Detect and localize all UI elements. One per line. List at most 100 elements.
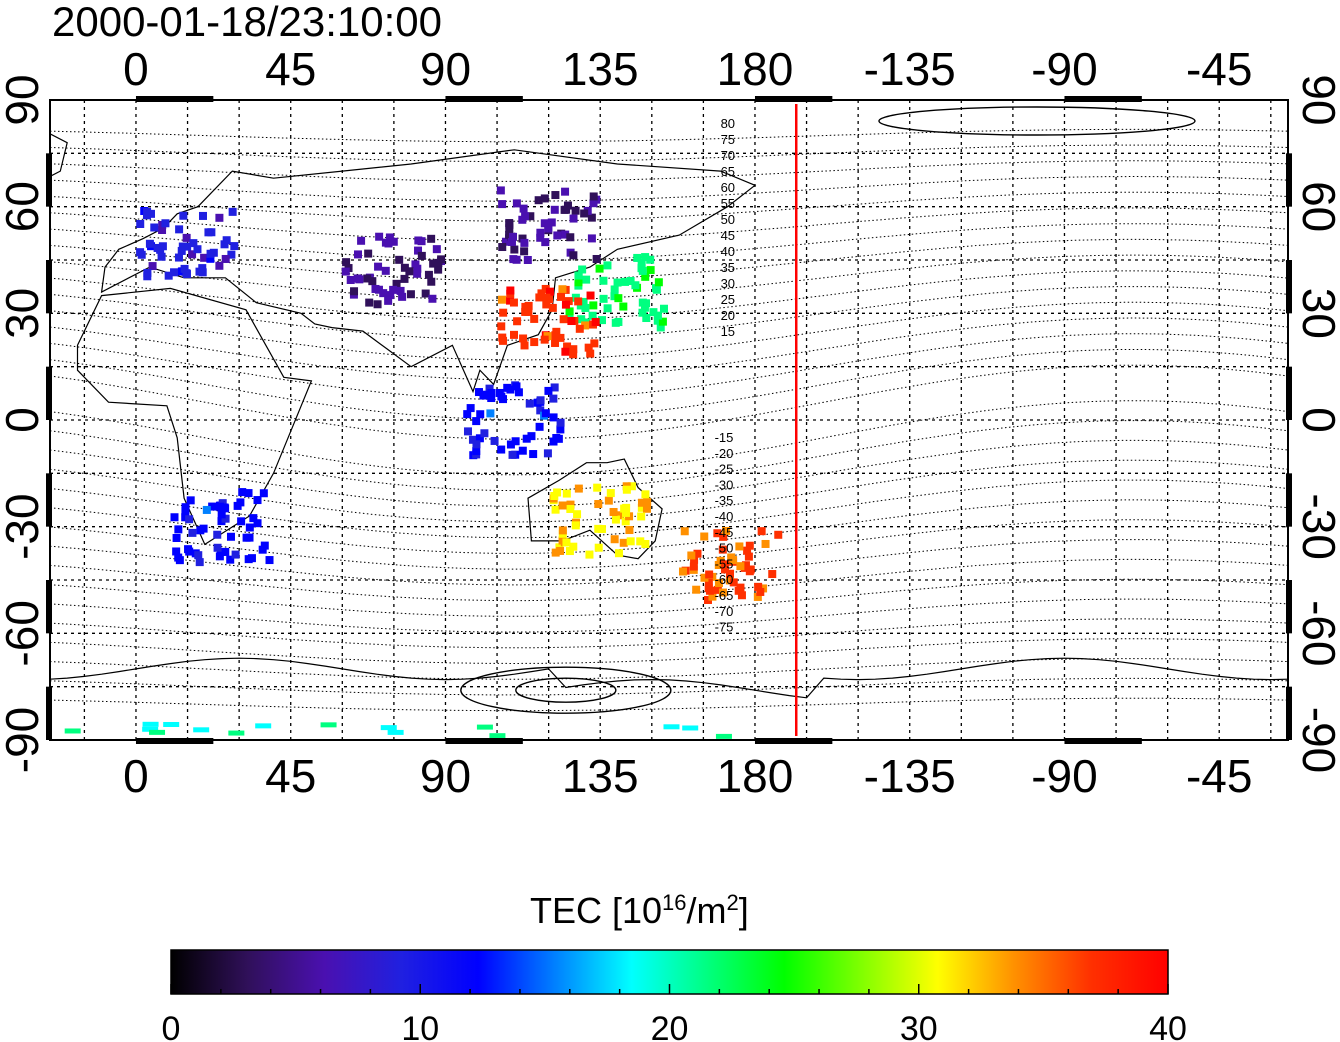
contour-line <box>50 207 1288 242</box>
contour-line <box>50 223 1288 262</box>
tec-cell <box>503 383 512 392</box>
frame-bar-top <box>445 96 523 102</box>
tec-cell <box>656 323 665 332</box>
tec-cell <box>150 223 159 232</box>
tec-cell <box>591 318 600 327</box>
tec-cell <box>199 524 208 533</box>
tec-cell <box>509 298 518 307</box>
tec-cell <box>542 300 551 309</box>
tec-cell <box>384 296 393 305</box>
tec-cell <box>374 262 383 271</box>
tec-cell <box>565 547 574 556</box>
colorbar-tick-label: 10 <box>401 1010 439 1042</box>
tec-cell <box>170 513 179 522</box>
lat-label-left: 0 <box>0 407 48 433</box>
tec-cell <box>682 725 699 731</box>
colorbar-label-sup1: 16 <box>662 890 687 915</box>
tec-cell <box>480 390 489 399</box>
lat-label-right: 0 <box>1293 407 1340 433</box>
tec-cell <box>149 729 166 735</box>
tec-cell <box>541 238 550 247</box>
tec-cell <box>195 558 204 567</box>
tec-cell <box>215 261 224 270</box>
tec-cell <box>498 243 507 252</box>
tec-cell <box>638 298 647 307</box>
tec-cell <box>227 250 236 259</box>
coast-africa <box>76 287 313 546</box>
tec-cell <box>638 266 647 275</box>
contour-label-south: -75 <box>715 620 734 635</box>
contour-line <box>50 364 1288 440</box>
tec-cell <box>174 253 183 262</box>
tec-cell <box>206 249 215 258</box>
tec-cell <box>421 289 430 298</box>
tec-cell <box>574 278 583 287</box>
tec-cell <box>705 586 714 595</box>
tec-cell <box>704 578 713 587</box>
tec-cell <box>550 205 559 214</box>
contour-pole-south-inner <box>460 666 672 714</box>
tec-cell <box>577 315 586 324</box>
tec-cell <box>774 530 783 539</box>
frame-bar-top <box>1064 96 1142 102</box>
tec-cell <box>525 399 534 408</box>
tec-cell <box>253 496 262 505</box>
tec-cell <box>551 338 560 347</box>
contour-pole-north <box>878 106 1196 136</box>
tec-cell <box>627 482 636 491</box>
tec-cell <box>556 418 565 427</box>
tec-cell <box>757 527 766 536</box>
tec-cell <box>594 543 603 552</box>
tec-cell <box>320 722 337 728</box>
tec-cell <box>427 277 436 286</box>
tec-cell <box>551 505 560 514</box>
tec-cell <box>230 242 239 251</box>
contour-line <box>50 144 1288 163</box>
tec-cell <box>258 545 267 554</box>
tec-cell <box>521 307 530 316</box>
contour-label-south: -65 <box>715 588 734 603</box>
tec-cell <box>640 303 649 312</box>
tec-cell <box>387 729 404 735</box>
lat-label-right: 60 <box>1293 181 1340 232</box>
tec-cell <box>575 324 584 333</box>
tec-cell <box>253 519 262 528</box>
tec-cell <box>550 492 559 501</box>
tec-cell <box>658 317 667 326</box>
frame-bar-right <box>1286 580 1292 634</box>
contour-line <box>50 333 1288 401</box>
tec-cell <box>381 266 390 275</box>
tec-cell <box>474 388 483 397</box>
tec-cell <box>643 498 652 507</box>
tec-cell <box>341 267 350 276</box>
tec-cell <box>715 733 732 739</box>
tec-cell <box>204 228 213 237</box>
contour-line <box>50 420 1288 491</box>
tec-cell <box>588 311 597 320</box>
tec-cell <box>463 427 472 436</box>
tec-cell <box>719 532 728 541</box>
graticule-grid <box>50 100 1288 740</box>
tec-cell <box>428 294 437 303</box>
tec-cell <box>589 301 598 310</box>
tec-cell <box>496 186 505 195</box>
tec-cell <box>255 723 272 729</box>
contour-line <box>50 301 1288 361</box>
tec-cell <box>560 205 569 214</box>
tec-cell <box>646 255 655 264</box>
contour-line <box>50 658 1288 680</box>
lat-label-right: -90 <box>1293 707 1340 773</box>
tec-cell <box>498 200 507 209</box>
lon-label-bottom: 180 <box>717 750 794 802</box>
tec-cell <box>406 290 415 299</box>
tec-cell <box>622 485 631 494</box>
lat-label-left: -90 <box>0 707 48 773</box>
tec-cell <box>542 293 551 302</box>
frame-bar-bottom <box>754 738 833 744</box>
tec-cell <box>571 521 580 530</box>
tec-cell <box>636 537 645 546</box>
tec-cell <box>429 259 438 268</box>
tec-cell <box>543 449 552 458</box>
tec-cell <box>476 410 485 419</box>
